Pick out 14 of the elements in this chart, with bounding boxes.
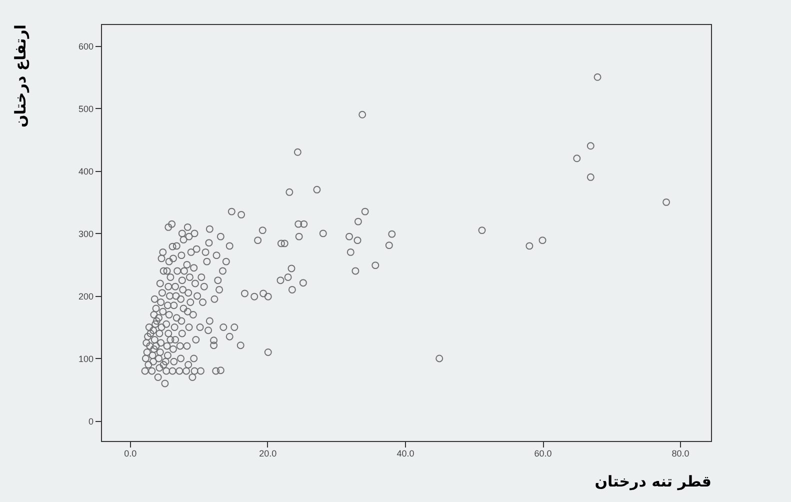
x-tick-label: 20.0	[259, 448, 277, 458]
x-tick-label: 80.0	[672, 448, 690, 458]
x-tick-label: 0.0	[124, 448, 137, 458]
y-tick-label: 100	[78, 354, 94, 364]
y-tick-label: 0	[88, 416, 94, 426]
y-tick-label: 300	[78, 228, 94, 239]
y-tick-label: 200	[78, 291, 94, 302]
x-axis-title: قطر تنه درختان	[594, 472, 712, 490]
y-tick-label: 400	[78, 166, 94, 176]
x-tick-label: 60.0	[534, 448, 552, 458]
y-tick-label: 600	[78, 41, 94, 52]
x-tick-label: 40.0	[396, 448, 414, 458]
y-tick-label: 500	[78, 104, 94, 114]
y-axis-title: ارتفاع درختان	[11, 24, 30, 128]
